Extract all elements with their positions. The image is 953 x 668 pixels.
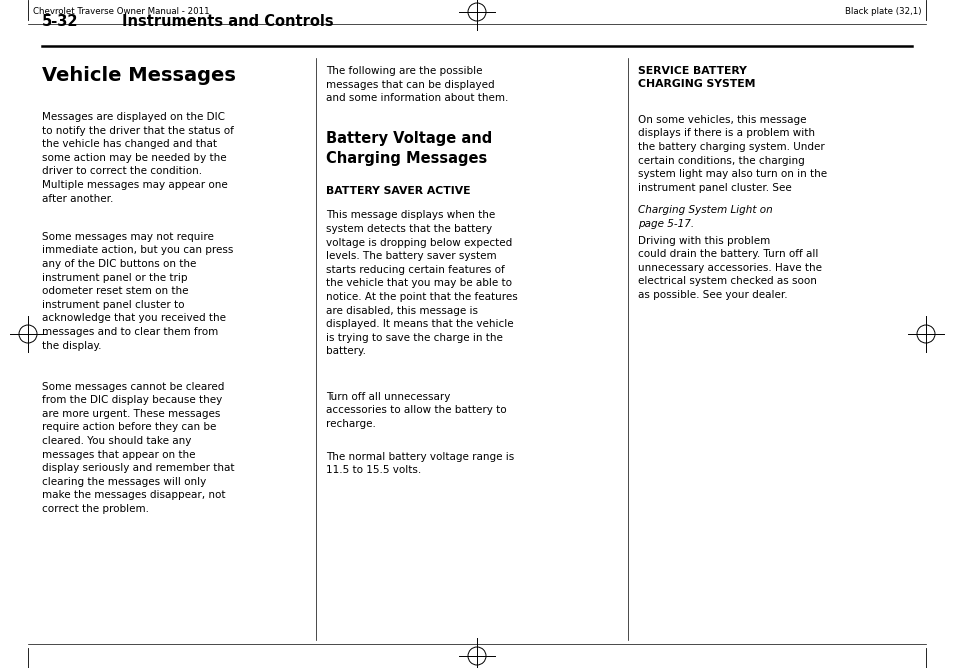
Text: This message displays when the
system detects that the battery
voltage is droppi: This message displays when the system de… [326, 210, 517, 357]
Text: 5-32: 5-32 [42, 14, 78, 29]
Text: Chevrolet Traverse Owner Manual - 2011: Chevrolet Traverse Owner Manual - 2011 [33, 7, 210, 17]
Text: Driving with this problem
could drain the battery. Turn off all
unnecessary acce: Driving with this problem could drain th… [638, 236, 821, 300]
Text: Black plate (32,1): Black plate (32,1) [843, 7, 920, 17]
Text: The normal battery voltage range is
11.5 to 15.5 volts.: The normal battery voltage range is 11.5… [326, 452, 514, 476]
Text: BATTERY SAVER ACTIVE: BATTERY SAVER ACTIVE [326, 186, 470, 196]
Text: On some vehicles, this message
displays if there is a problem with
the battery c: On some vehicles, this message displays … [638, 115, 826, 193]
Text: SERVICE BATTERY
CHARGING SYSTEM: SERVICE BATTERY CHARGING SYSTEM [638, 66, 755, 90]
Text: Vehicle Messages: Vehicle Messages [42, 66, 235, 85]
Text: Some messages cannot be cleared
from the DIC display because they
are more urgen: Some messages cannot be cleared from the… [42, 381, 234, 514]
Text: Turn off all unnecessary
accessories to allow the battery to
recharge.: Turn off all unnecessary accessories to … [326, 391, 506, 429]
Text: Charging System Light on
page 5-17.: Charging System Light on page 5-17. [638, 205, 772, 229]
Text: Instruments and Controls: Instruments and Controls [122, 14, 334, 29]
Text: Messages are displayed on the DIC
to notify the driver that the status of
the ve: Messages are displayed on the DIC to not… [42, 112, 233, 204]
Text: Some messages may not require
immediate action, but you can press
any of the DIC: Some messages may not require immediate … [42, 232, 233, 351]
Text: The following are the possible
messages that can be displayed
and some informati: The following are the possible messages … [326, 66, 508, 103]
Text: Battery Voltage and
Charging Messages: Battery Voltage and Charging Messages [326, 132, 492, 166]
